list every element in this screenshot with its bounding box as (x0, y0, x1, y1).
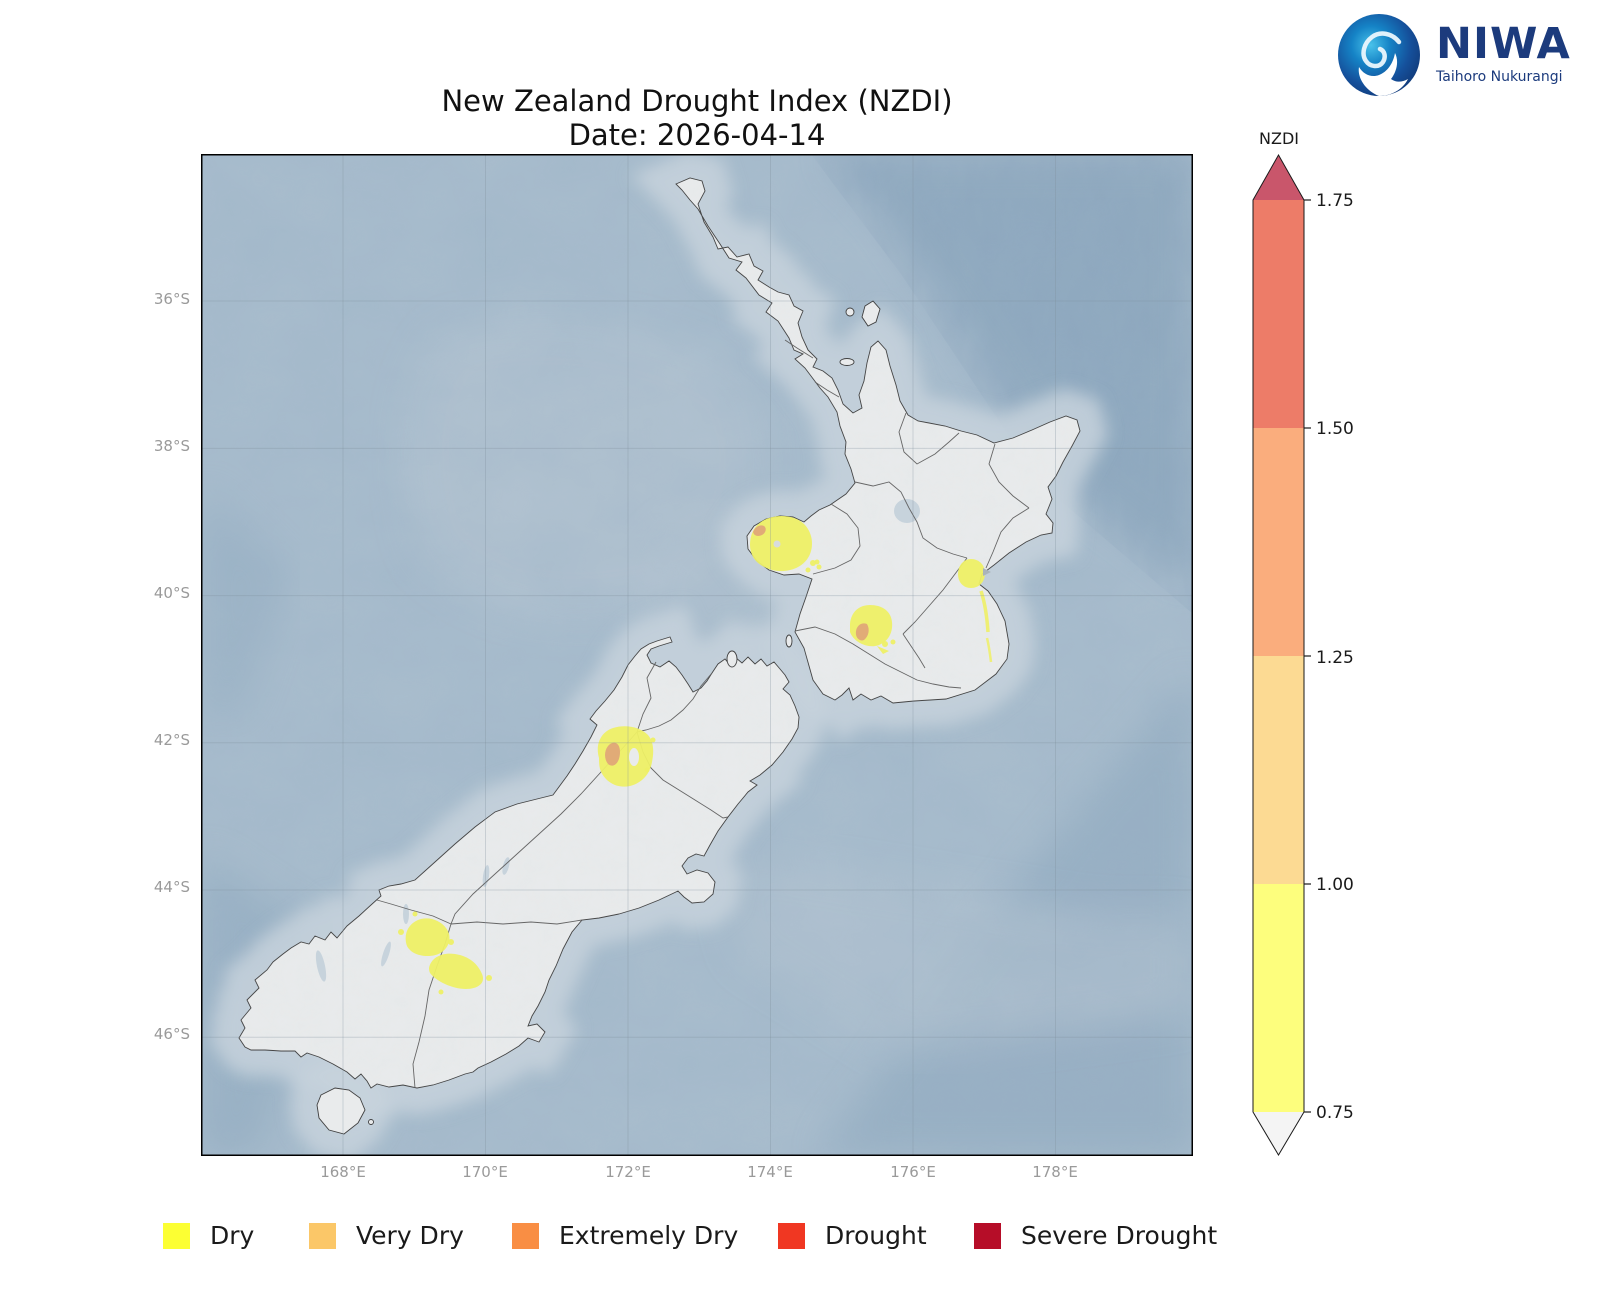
x-tick-174e: 174°E (747, 1163, 793, 1181)
drought-speck (877, 646, 889, 654)
great-barrier-island (861, 300, 881, 327)
drought-speck (438, 989, 444, 995)
drought-speck (890, 639, 896, 645)
drought-coastal-strip (979, 590, 990, 633)
niwa-swirl-icon (1338, 14, 1420, 96)
lake-wanaka (403, 904, 409, 924)
ridge-texture (811, 154, 1193, 614)
niwa-name: NIWA (1436, 19, 1571, 69)
x-tick-176e: 176°E (890, 1163, 936, 1181)
x-tick-168e: 168°E (320, 1163, 366, 1181)
page-title: New Zealand Drought Index (NZDI) (441, 84, 953, 118)
colorbar-arrow-top (1253, 155, 1304, 200)
colorbar-ticks (1304, 199, 1311, 1113)
y-tick-46s: 46°S (153, 1025, 190, 1043)
lake-te-anau (315, 950, 327, 982)
niwa-tagline: Taihoro Nukurangi (1436, 69, 1563, 85)
colorbar-tick-100: 1.00 (1316, 875, 1354, 895)
drought-patches (398, 516, 993, 995)
waiheke-island (839, 358, 855, 366)
lake-wakatipu (381, 941, 391, 967)
y-tick-38s: 38°S (153, 437, 190, 455)
extremely-dry-label: Extremely Dry (559, 1221, 739, 1250)
very-dry-label: Very Dry (356, 1221, 464, 1250)
drought-coastal-strip (985, 637, 993, 663)
colorbar-tick-075: 0.75 (1316, 1103, 1354, 1123)
graticule (201, 154, 1193, 1156)
islet (368, 1119, 374, 1125)
drought-speck (448, 939, 454, 945)
little-barrier-island (845, 307, 855, 317)
legend-item-drought: Drought (778, 1221, 927, 1251)
y-tick-36s: 36°S (153, 290, 190, 308)
very-dry-spot-manawatu (855, 623, 869, 641)
extremely-dry-swatch (512, 1223, 539, 1249)
lake-tekapo (502, 857, 510, 875)
drought-speck (805, 567, 811, 573)
drought-area-marlborough (597, 726, 654, 787)
colorbar-arrow-bottom (1253, 1112, 1304, 1155)
legend-item-very-dry: Very Dry (309, 1221, 464, 1251)
date-subtitle: Date: 2026-04-14 (568, 118, 826, 152)
x-tick-170e: 170°E (462, 1163, 508, 1181)
dry-label: Dry (210, 1221, 255, 1250)
legend-item-severe-drought: Severe Drought (974, 1221, 1217, 1251)
lake-pukaki (482, 865, 490, 887)
drought-area-taranaki (750, 516, 812, 572)
drought-area-hawkes-bay (958, 559, 985, 588)
niwa-logo: NIWA Taihoro Nukurangi (1336, 8, 1586, 100)
colorbar-segment (1253, 884, 1304, 1112)
drought-label: Drought (825, 1221, 927, 1250)
drought-speck (810, 560, 816, 566)
drought-speck (816, 564, 822, 570)
very-dry-swatch (309, 1223, 336, 1249)
drought-area-otago-east (429, 953, 484, 989)
colorbar-tick-150: 1.50 (1316, 419, 1354, 439)
land (238, 177, 1081, 1135)
map-canvas (201, 154, 1193, 1156)
y-tick-40s: 40°S (153, 584, 190, 602)
legend-item-dry: Dry (163, 1221, 254, 1251)
niwa-wordmark: NIWA Taihoro Nukurangi (1436, 22, 1571, 85)
very-dry-spot-marlborough (605, 742, 620, 766)
drought-speck (398, 929, 404, 935)
nz-drought-map (201, 154, 1193, 1156)
drought-speck (644, 767, 650, 773)
x-tick-172e: 172°E (605, 1163, 651, 1181)
y-tick-42s: 42°S (153, 731, 190, 749)
lake-taupo (894, 499, 920, 523)
kapiti-island (785, 634, 793, 648)
coast-marker (983, 568, 991, 576)
severe-drought-label: Severe Drought (1021, 1221, 1218, 1250)
colorbar-segment (1253, 200, 1304, 428)
x-tick-178e: 178°E (1032, 1163, 1078, 1181)
colorbar (1252, 153, 1311, 1156)
drought-speck (814, 559, 820, 565)
drought-swatch (778, 1223, 805, 1249)
drought-speck (882, 641, 888, 647)
dry-swatch (163, 1223, 190, 1249)
drought-speck (650, 737, 656, 743)
colorbar-title: NZDI (1259, 129, 1299, 148)
legend-item-extremely-dry: Extremely Dry (512, 1221, 738, 1251)
drought-speck (486, 975, 492, 981)
map-border (201, 154, 1193, 1156)
colorbar-segment (1253, 656, 1304, 884)
colorbar-segment (1253, 428, 1304, 656)
drought-area-otago-west (405, 918, 450, 957)
y-tick-44s: 44°S (153, 878, 190, 896)
drought-gap (629, 748, 639, 766)
severe-drought-swatch (974, 1223, 1001, 1249)
drought-speck (412, 911, 418, 917)
title-block: New Zealand Drought Index (NZDI) Date: 2… (201, 84, 1193, 152)
very-dry-spot-taranaki (753, 525, 766, 536)
mt-taranaki-summit (773, 540, 781, 548)
colorbar-tick-125: 1.25 (1316, 648, 1354, 668)
drought-area-manawatu (850, 605, 893, 647)
colorbar-tick-175: 1.75 (1316, 191, 1354, 211)
